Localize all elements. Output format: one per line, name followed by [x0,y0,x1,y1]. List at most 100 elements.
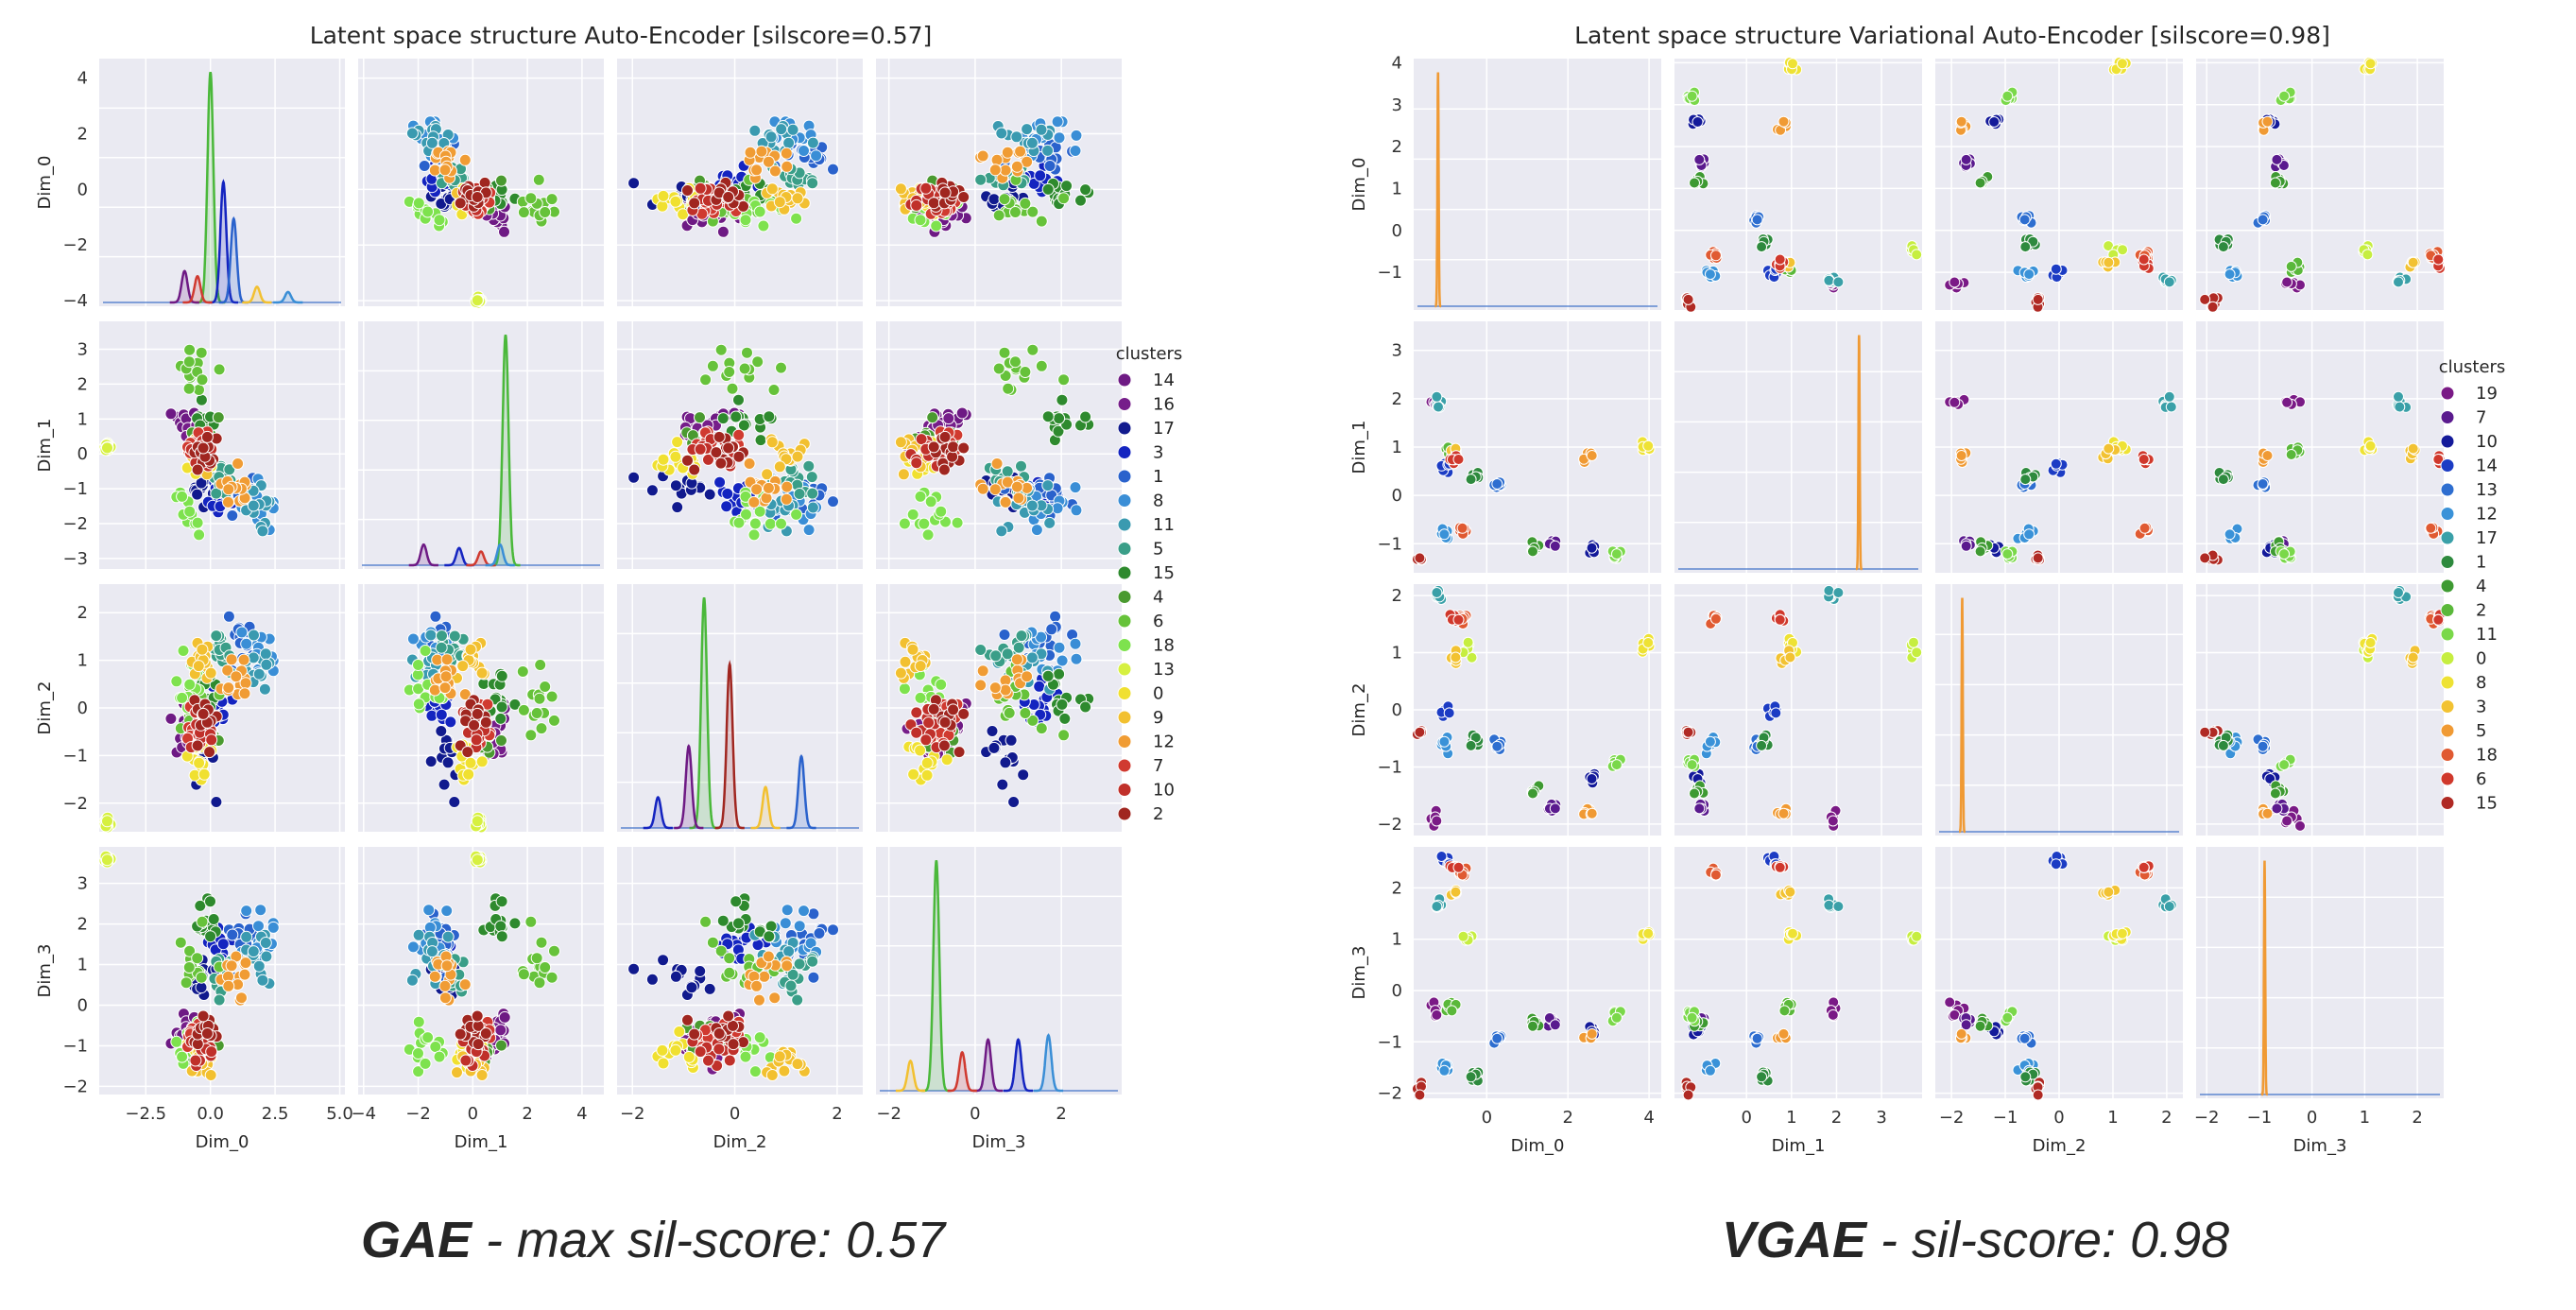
data-point [2269,177,2281,189]
legend-swatch [1117,493,1132,508]
data-point [2407,442,2419,455]
data-point [744,146,757,159]
caption-gae-score: - max sil-score: 0.57 [472,1212,947,1268]
data-point [471,191,484,203]
data-point [1457,930,1469,942]
y-tick-label: 0 [77,180,88,199]
data-point [2019,1071,2032,1083]
data-point [2199,726,2211,738]
data-point [739,490,752,503]
data-point [200,430,214,443]
panel-dim_3-vs-dim_0 [1411,847,1661,1101]
data-point [1007,796,1021,808]
data-point [753,993,765,1007]
data-point [1035,123,1048,136]
data-point [790,508,803,521]
data-point [1465,739,1477,751]
data-point [1443,707,1455,719]
y-tick-label: 3 [1392,95,1402,115]
x-tick-label: 2 [1562,1108,1572,1128]
data-point [176,490,189,503]
density-peak-2 [674,744,704,830]
y-tick-label: 1 [1392,179,1402,198]
data-point [750,979,764,992]
panel-background [1414,59,1661,310]
x-tick-label: −2 [876,1104,902,1124]
data-point [1777,807,1790,819]
data-point [182,355,196,369]
data-point [1035,359,1048,372]
data-point [989,649,1003,663]
data-point [232,457,245,470]
data-point [1058,712,1072,725]
data-point [200,1027,214,1040]
data-point [1021,123,1034,136]
data-point [937,739,951,752]
data-point [1832,276,1845,288]
data-point [2217,739,2229,751]
data-point [2019,474,2032,486]
data-point [681,1013,694,1026]
data-point [406,940,420,954]
data-point [1642,927,1655,939]
y-tick-label: −2 [1377,1084,1402,1104]
data-point [1017,768,1030,782]
data-point [1586,1027,1598,1040]
data-point [778,1064,791,1077]
legend-swatch [1117,469,1132,484]
data-point [805,471,818,484]
data-point [451,1066,463,1079]
data-point [435,641,448,654]
panel-dim_2-vs-dim_1 [1674,584,1923,836]
data-point [1025,651,1039,664]
data-point [213,993,226,1007]
data-point [1452,861,1465,873]
y-tick-label: −1 [62,746,88,766]
y-tick-label: 1 [1392,438,1402,457]
data-point [205,733,218,747]
data-point [721,487,734,500]
panel-dim_3-vs-dim_3 [876,847,1122,1095]
data-point [532,173,545,186]
panel-dim_2-vs-dim_0 [98,584,345,834]
data-point [240,905,253,918]
data-point [741,346,753,359]
x-axis-label: Dim_3 [972,1132,1026,1152]
density-peak-3 [169,269,199,304]
data-point [458,978,472,991]
y-axis-label: Dim_0 [1349,158,1369,212]
data-point [441,930,455,943]
data-point [1043,160,1056,172]
data-point [225,653,238,666]
data-point [517,206,530,219]
data-point [1053,641,1066,654]
data-point [2271,153,2283,165]
data-point [974,173,987,186]
x-tick-label: 0 [1482,1108,1492,1128]
data-point [1060,180,1073,193]
data-point [957,441,970,455]
data-point [775,517,787,530]
data-point [1827,815,1839,827]
data-point [479,1027,492,1040]
data-point [669,1043,682,1057]
data-point [723,1054,736,1067]
legend-swatch [1117,734,1132,749]
data-point [914,214,927,227]
data-point [424,755,438,768]
data-point [1001,146,1014,159]
y-tick-label: 2 [77,603,88,623]
y-tick-label: −1 [62,479,88,499]
data-point [798,905,810,918]
data-point [475,755,489,768]
data-point [530,952,543,965]
data-point [1465,1071,1477,1083]
data-point [2364,440,2377,452]
data-point [1955,115,1967,128]
data-point [2217,474,2229,486]
x-tick-label: 1 [2360,1108,2370,1128]
data-point [2138,861,2150,873]
data-point [222,681,235,695]
data-point [955,406,969,420]
